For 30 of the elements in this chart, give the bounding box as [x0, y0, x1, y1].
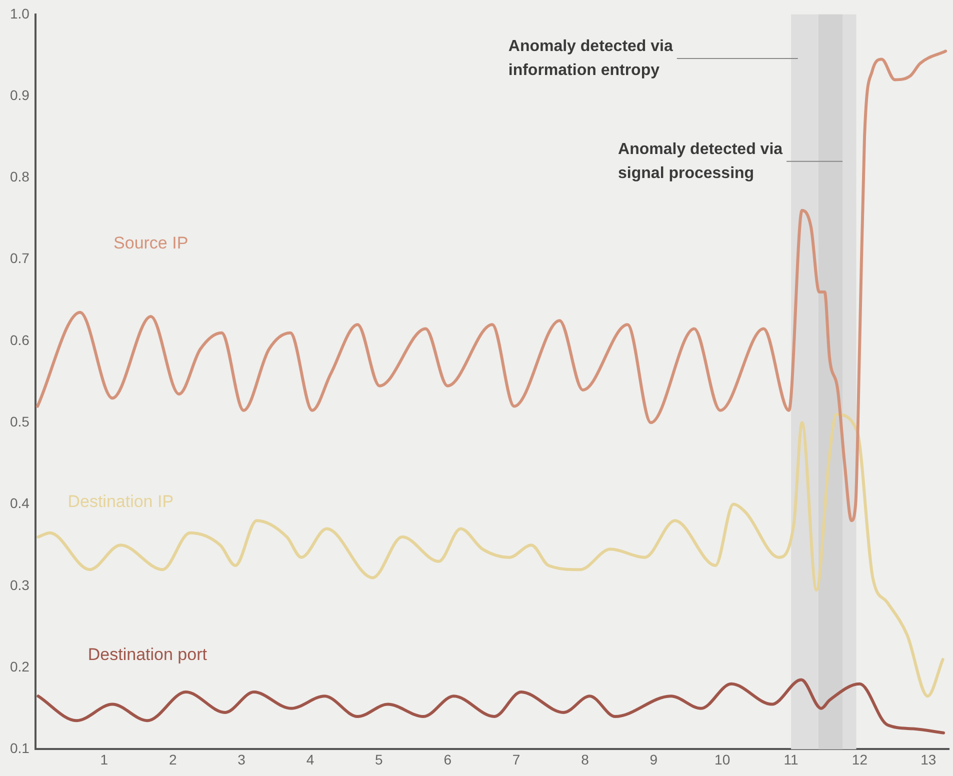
y-tick-label: 0.8	[10, 168, 30, 185]
series-label: Destination IP	[68, 492, 174, 512]
band-label: Anomaly detected via signal processing	[618, 140, 783, 182]
line-series	[36, 412, 944, 698]
x-tick-label: 13	[920, 751, 936, 768]
series-label: Destination port	[88, 645, 208, 664]
x-tick-label: 4	[306, 751, 314, 768]
x-tick-label: 5	[375, 751, 383, 768]
y-tick-label: 1.0	[10, 5, 30, 22]
x-tick-label: 12	[852, 751, 868, 768]
x-tick-label: 6	[444, 751, 452, 768]
x-tick-label: 9	[650, 751, 658, 768]
y-tick-label: 0.3	[10, 576, 30, 593]
y-tick-label: 0.4	[10, 495, 30, 512]
y-tick-label: 0.9	[10, 86, 30, 103]
text: Source IP	[114, 234, 188, 253]
x-tick-label: 11	[784, 751, 798, 768]
y-tick-label: 0.2	[10, 658, 30, 674]
y-tick-label: 0.7	[10, 250, 30, 266]
band-label: Anomaly detected via information entropy	[508, 38, 673, 79]
y-tick-label: 0.1	[10, 740, 30, 756]
y-tick-label: 0.5	[10, 413, 30, 430]
x-tick-label: 8	[581, 751, 590, 768]
x-tick-label: 10	[714, 751, 730, 768]
x-tick-label: 2	[168, 751, 177, 768]
x-tick-label: 1	[100, 751, 108, 768]
y-tick-label: 0.6	[10, 332, 30, 348]
line-series	[36, 678, 946, 734]
x-tick-label: 3	[238, 751, 246, 768]
x-tick-label: 7	[512, 751, 520, 768]
